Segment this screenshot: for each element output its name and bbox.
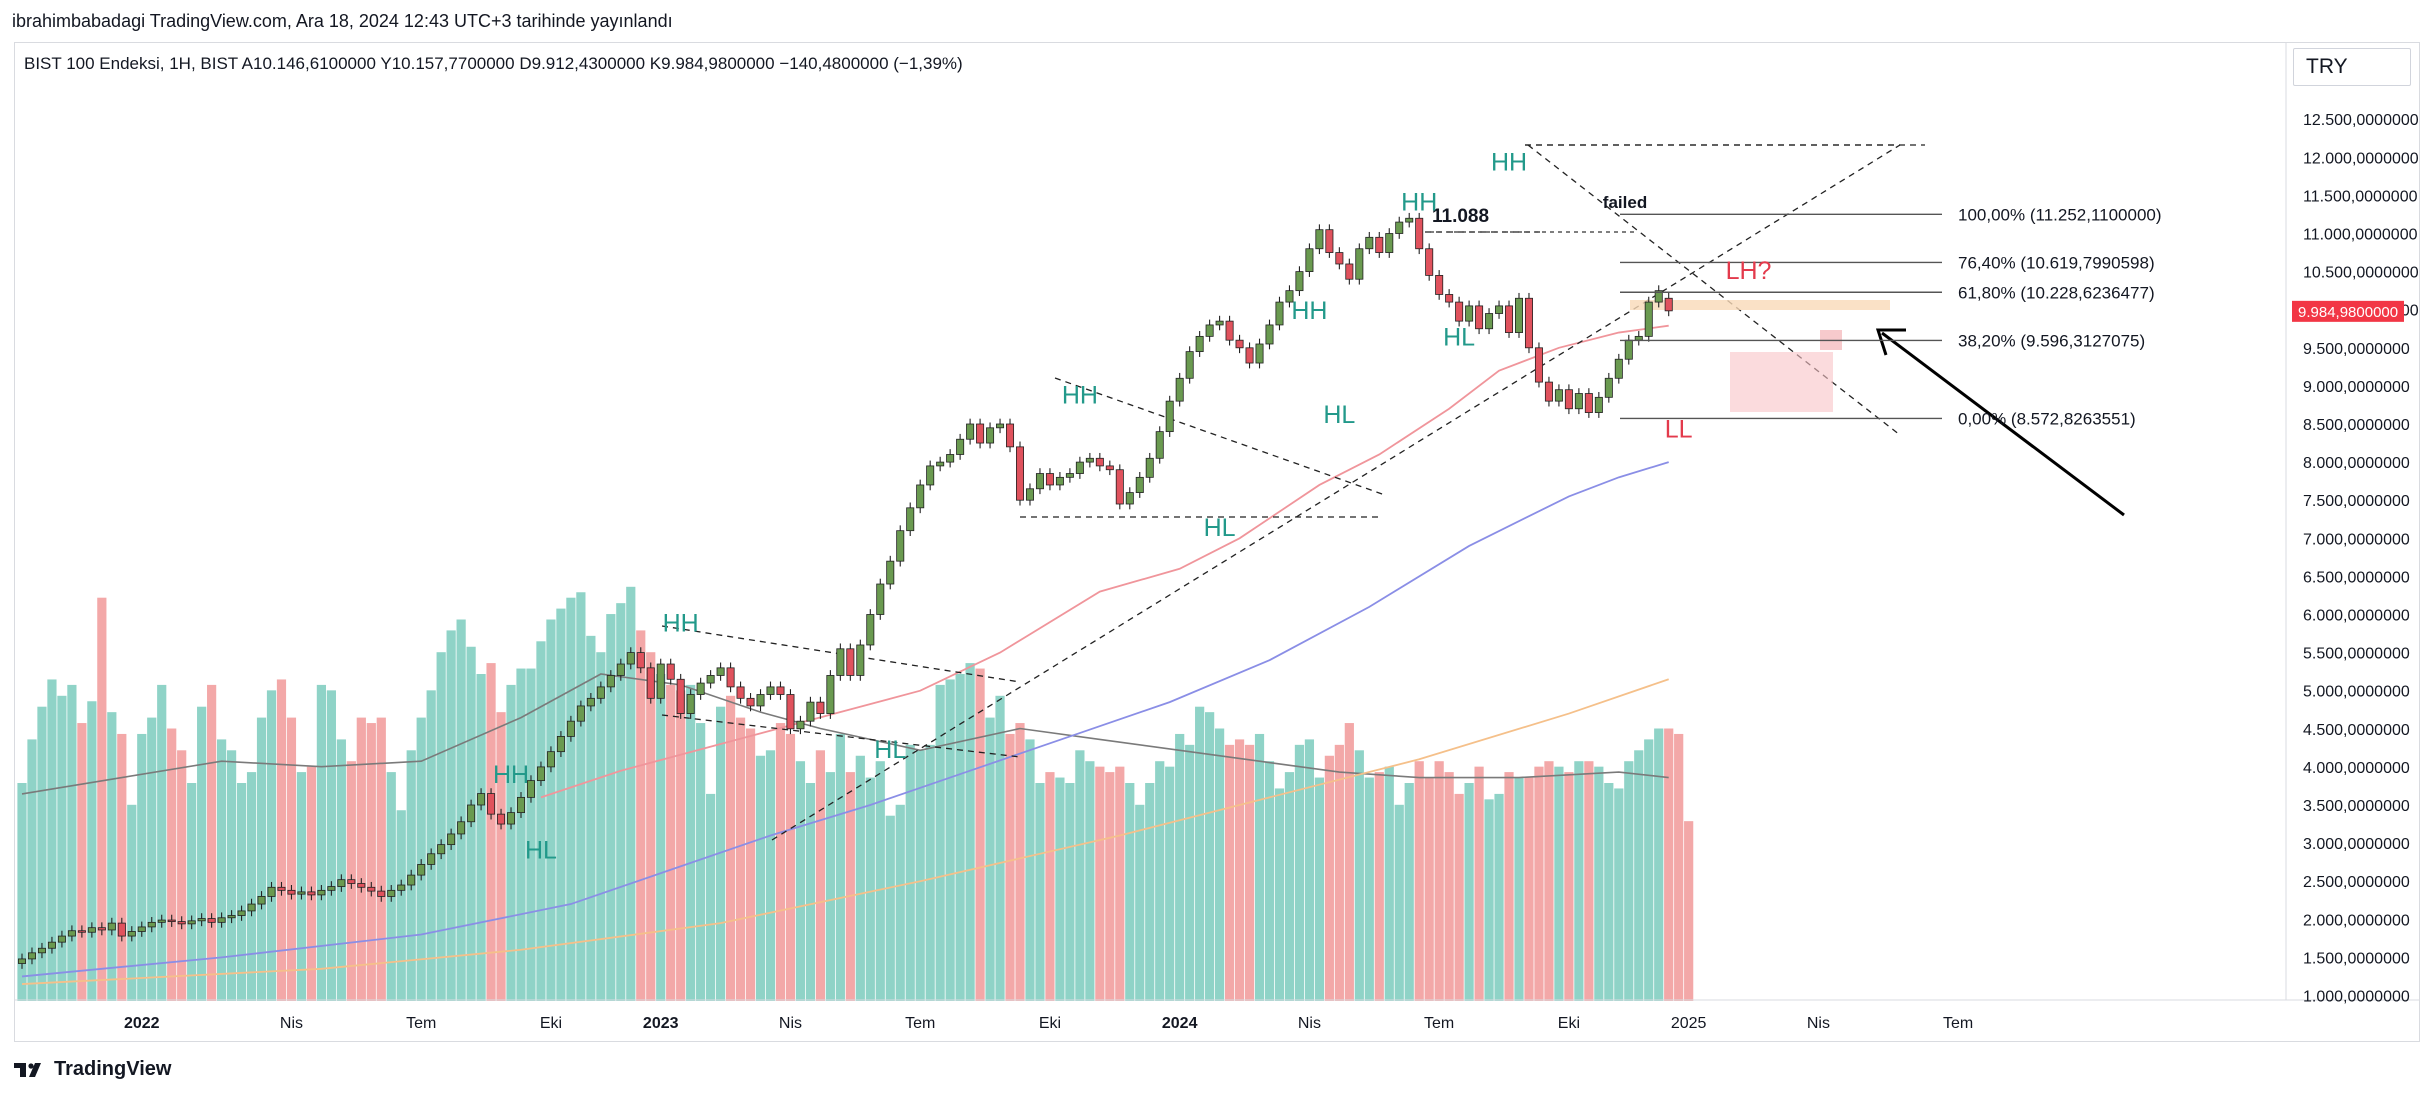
tradingview-logo[interactable]: TradingView <box>14 1058 171 1081</box>
change-value: −140,4800000 (−1,39%) <box>779 54 963 73</box>
published-header: ibrahimbabadagi TradingView.com, Ara 18,… <box>12 11 673 31</box>
open-label: A <box>241 54 254 73</box>
symbol-name: BIST 100 Endeksi, 1H, BIST <box>24 54 238 73</box>
low-value: 9.912,4300000 <box>531 54 646 73</box>
close-label: K <box>649 54 662 73</box>
chart-frame <box>14 42 2420 1042</box>
low-label: D <box>519 54 532 73</box>
open-value: 10.146,6100000 <box>253 54 376 73</box>
high-value: 10.157,7700000 <box>391 54 515 73</box>
tradingview-brand: TradingView <box>54 1058 172 1080</box>
close-value: 9.984,9800000 <box>661 54 775 73</box>
currency-button[interactable]: TRY <box>2293 48 2411 86</box>
tradingview-logo-icon <box>14 1062 41 1077</box>
symbol-legend: BIST 100 Endeksi, 1H, BIST A10.146,61000… <box>24 54 963 74</box>
high-label: Y <box>380 54 392 73</box>
